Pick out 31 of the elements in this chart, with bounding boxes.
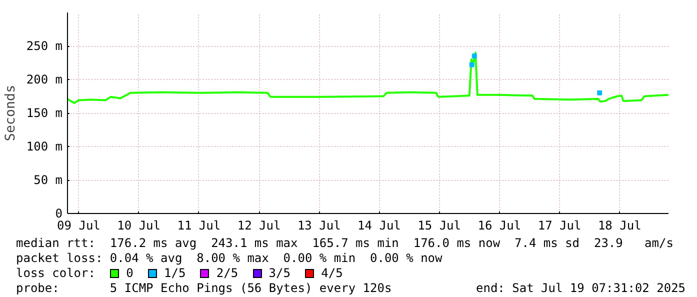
x-tick-label: 14 Jul [358,218,401,232]
legend-title: loss color: [16,266,96,280]
x-tick-label: 16 Jul [478,218,522,232]
point [597,90,602,96]
legend-label: 1/5 [164,266,186,280]
text: probe: 5 ICMP Echo Pings (56 Bytes) every 120s [16,281,393,296]
legend-label: 2/5 [216,266,238,280]
text: packet loss: 0.04 % avg 8.00 % max 0.00 % min 0.00 % now [16,251,442,266]
y-axis-title: Seconds [3,84,18,142]
point [472,54,477,59]
x-tick-label: 11 Jul [177,218,221,232]
y-tick-label: 100 m [26,140,62,154]
text: median rtt: 176.2 ms avg 243.1 ms max 165.7 ms min 176.0 ms now 7.4 ms sd 23.9 am/s [16,236,674,251]
point [469,62,474,68]
y-tick-label: 200 m [26,72,62,86]
x-tick-label: 09 Jul [57,218,100,232]
y-tick-label: 50 m [34,173,63,187]
text: end: Sat Jul 19 07:31:02 2025 [476,281,686,295]
y-tick-label: 150 m [26,106,62,120]
legend-label: 4/5 [321,266,343,280]
x-tick-label: 10 Jul [117,218,161,232]
legend-label: 3/5 [268,266,290,280]
x-tick-label: 17 Jul [538,218,582,232]
x-tick-label: 12 Jul [237,218,281,232]
line-series [68,52,668,104]
x-tick-label: 13 Jul [297,218,341,232]
legend-label: 0 [126,266,134,280]
x-tick-label: 15 Jul [418,218,462,232]
y-tick-label: 250 m [26,39,62,53]
x-tick-label: 18 Jul [598,218,642,232]
y-tick-label: 0 [55,206,63,220]
